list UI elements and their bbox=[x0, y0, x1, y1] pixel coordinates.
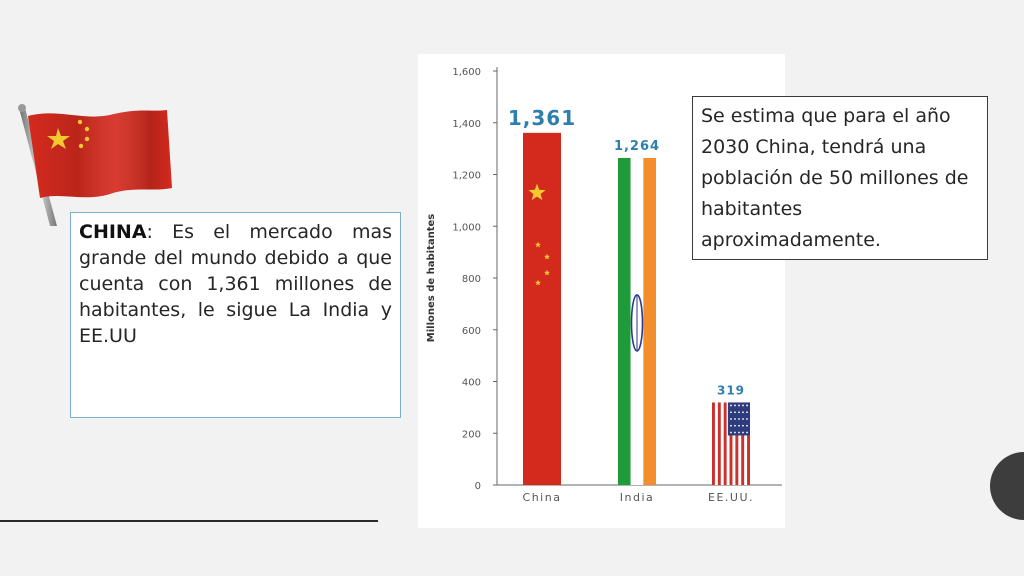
y-axis-title: Millones de habitantes bbox=[426, 214, 437, 343]
usa-star bbox=[734, 424, 736, 427]
china-description-text: CHINA: Es el mercado mas grande del mund… bbox=[79, 219, 392, 349]
usa-star bbox=[746, 431, 748, 434]
usa-star bbox=[742, 418, 744, 420]
usa-star bbox=[746, 404, 748, 407]
usa-star bbox=[742, 411, 744, 414]
usa-stripe bbox=[729, 402, 733, 485]
usa-stripe bbox=[717, 402, 721, 485]
usa-stripe bbox=[741, 402, 745, 485]
china-bar-star-small bbox=[544, 269, 550, 276]
usa-star bbox=[734, 404, 736, 407]
usa-stripe bbox=[747, 402, 750, 485]
y-tick-label: 0 bbox=[475, 481, 481, 492]
y-tick-label: 1,200 bbox=[452, 171, 481, 182]
footer-divider bbox=[0, 520, 378, 522]
usa-star bbox=[730, 411, 732, 414]
y-tick-label: 800 bbox=[462, 274, 481, 285]
chart-bars bbox=[523, 132, 750, 485]
projection-callout: Se estima que para el año 2030 China, te… bbox=[692, 96, 988, 260]
usa-stripe bbox=[735, 402, 739, 485]
usa-stripe bbox=[712, 402, 715, 485]
y-tick-label: 1,600 bbox=[452, 67, 481, 78]
china-bar-star-large bbox=[528, 183, 546, 201]
usa-star bbox=[738, 411, 740, 414]
china-description-body: : Es el mercado mas grande del mundo deb… bbox=[79, 221, 392, 347]
bar-china bbox=[523, 132, 561, 485]
usa-star bbox=[730, 431, 732, 434]
china-bar-star-small bbox=[535, 279, 541, 286]
data-label: 1,264 bbox=[614, 139, 660, 154]
projection-text: Se estima que para el año 2030 China, te… bbox=[701, 105, 969, 251]
y-tick-label: 200 bbox=[462, 429, 481, 440]
usa-star bbox=[730, 418, 732, 420]
bar-india-orange-stripe bbox=[643, 157, 656, 485]
usa-star bbox=[746, 411, 748, 414]
usa-star bbox=[734, 431, 736, 434]
usa-star bbox=[734, 411, 736, 414]
usa-stripe bbox=[723, 402, 727, 485]
china-description-box: CHINA: Es el mercado mas grande del mund… bbox=[70, 212, 401, 418]
population-chart-svg: 0 200 400 600 800 1,000 1,200 1,400 1,600 Millone… bbox=[426, 67, 782, 504]
corner-decoration bbox=[990, 452, 1024, 520]
usa-star bbox=[738, 418, 740, 420]
chart-labels: 1,361 China 1,264 India 319 EE.UU. bbox=[508, 106, 754, 504]
china-label: CHINA bbox=[79, 221, 147, 243]
x-tick-label: China bbox=[523, 491, 562, 504]
india-chakra-icon bbox=[630, 294, 644, 352]
china-flag-icon bbox=[18, 104, 172, 226]
y-tick-label: 1,000 bbox=[452, 222, 481, 233]
usa-star bbox=[742, 431, 744, 434]
china-bar-star-small bbox=[535, 241, 541, 248]
usa-star bbox=[746, 424, 748, 427]
y-tick-label: 600 bbox=[462, 326, 481, 337]
data-label: 1,361 bbox=[508, 106, 576, 130]
usa-star bbox=[730, 424, 732, 427]
usa-star bbox=[738, 404, 740, 407]
data-label: 319 bbox=[717, 383, 745, 397]
usa-star bbox=[734, 418, 736, 420]
y-tick-label: 400 bbox=[462, 378, 481, 389]
usa-star bbox=[738, 424, 740, 427]
usa-star bbox=[746, 418, 748, 420]
bar-india bbox=[618, 157, 631, 485]
usa-star bbox=[730, 404, 732, 407]
usa-star bbox=[738, 431, 740, 434]
y-tick-label: 1,400 bbox=[452, 119, 481, 130]
x-tick-label: EE.UU. bbox=[708, 491, 754, 504]
usa-star bbox=[742, 424, 744, 427]
china-bar-star-small bbox=[544, 253, 550, 260]
usa-star bbox=[742, 404, 744, 407]
x-tick-label: India bbox=[620, 491, 655, 504]
